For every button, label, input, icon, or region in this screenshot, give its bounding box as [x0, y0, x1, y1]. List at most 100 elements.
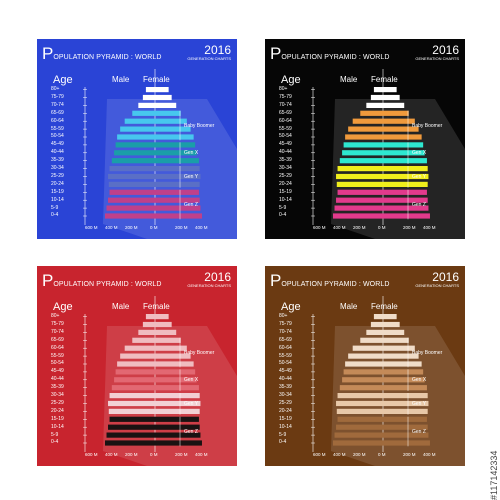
female-bar [383, 408, 428, 414]
age-label: 50-54 [51, 360, 64, 367]
generation-label: Gen Y [412, 400, 427, 407]
male-bar [373, 314, 383, 320]
male-bar [342, 150, 383, 156]
male-bar [124, 345, 155, 351]
male-bar [108, 181, 155, 187]
female-bar [383, 329, 405, 335]
age-label: 10-14 [51, 196, 64, 203]
age-label: 80+ [279, 86, 288, 92]
female-bar [383, 134, 422, 140]
generation-label: Baby Boomer [412, 349, 443, 356]
age-label: 20-24 [51, 407, 64, 414]
age-label: 70-74 [279, 328, 292, 335]
generation-label: Baby Boomer [184, 122, 215, 129]
age-label: 0-4 [279, 439, 287, 446]
age-label: 65-69 [51, 336, 64, 343]
x-tick-label: 200 M [175, 452, 188, 457]
male-bar [108, 424, 155, 430]
female-bar [155, 158, 199, 164]
x-tick-label: 600 M [313, 225, 326, 230]
age-label: 50-54 [279, 360, 292, 367]
subtitle: GENERATION CHARTS [415, 56, 459, 61]
male-bar [142, 94, 155, 101]
age-label: 20-24 [279, 407, 292, 414]
female-bar [383, 118, 415, 124]
female-bar [155, 110, 181, 116]
male-bar [142, 321, 155, 328]
female-bar [383, 361, 422, 367]
age-label: 70-74 [51, 101, 64, 108]
male-bar [360, 110, 383, 116]
age-label: 15-19 [51, 188, 64, 195]
male-bar [336, 400, 383, 407]
age-label: 10-14 [279, 196, 292, 203]
male-bar [106, 205, 155, 211]
age-label: 45-49 [51, 141, 64, 148]
male-bar [109, 189, 155, 195]
female-bar [383, 87, 397, 93]
age-label: 65-69 [51, 109, 64, 116]
male-bar [373, 87, 383, 93]
male-bar [138, 102, 155, 108]
female-bar [155, 385, 199, 391]
panel-brown: 80+ 75-79 70-74 65-69 60-64 55-59 50-54 45-49 40… [265, 266, 465, 466]
x-tick-label: 200 M [353, 452, 366, 457]
x-tick-label: 600 M [85, 452, 98, 457]
female-bar [155, 353, 191, 359]
male-bar [145, 87, 155, 93]
male-bar [339, 158, 383, 164]
male-bar [366, 329, 383, 335]
x-tick-label: 600 M [313, 452, 326, 457]
age-label: 45-49 [279, 141, 292, 148]
female-header: Female [143, 75, 170, 84]
age-label: 75-79 [279, 93, 292, 100]
male-bar [337, 416, 383, 422]
female-bar [155, 150, 197, 156]
male-bar [108, 173, 155, 180]
female-bar [155, 393, 200, 399]
age-label: 55-59 [51, 352, 64, 359]
age-label: 15-19 [279, 188, 292, 195]
female-bar [383, 213, 430, 219]
male-bar [117, 134, 155, 140]
x-tick-label: 400 M [195, 225, 208, 230]
male-bar [336, 424, 383, 430]
age-label: 35-39 [279, 384, 292, 391]
age-label: 45-49 [51, 368, 64, 375]
age-label: 15-19 [51, 415, 64, 422]
female-bar [383, 369, 424, 375]
male-bar [124, 118, 155, 124]
male-bar [337, 189, 383, 195]
year-label: 2016 [432, 43, 459, 57]
age-label: 10-14 [51, 423, 64, 430]
chart-title: POPULATION PYRAMID : WORLD [270, 45, 390, 64]
title-initial: P [42, 44, 54, 63]
generation-label: Gen Y [184, 400, 199, 407]
x-tick-label: 200 M [175, 225, 188, 230]
male-bar [334, 432, 383, 438]
female-bar [383, 353, 419, 359]
age-header: Age [53, 74, 73, 86]
male-bar [343, 369, 383, 375]
male-bar [145, 314, 155, 320]
title-initial: P [270, 271, 282, 290]
male-bar [348, 126, 383, 132]
x-tick-label: 200 M [125, 452, 138, 457]
female-bar [155, 440, 202, 446]
female-bar [155, 87, 169, 93]
male-bar [334, 205, 383, 211]
female-bar [155, 408, 200, 414]
generation-label: Gen Y [184, 173, 199, 180]
female-bar [383, 189, 427, 195]
age-label: 70-74 [279, 101, 292, 108]
age-label: 55-59 [279, 125, 292, 132]
female-bar [155, 166, 200, 172]
female-bar [155, 432, 201, 438]
age-label: 5-9 [279, 431, 287, 438]
male-bar [337, 166, 383, 172]
male-bar [109, 416, 155, 422]
age-label: 20-24 [51, 180, 64, 187]
age-label: 30-34 [51, 392, 64, 398]
age-label: 65-69 [279, 336, 292, 343]
age-label: 25-29 [51, 172, 64, 179]
